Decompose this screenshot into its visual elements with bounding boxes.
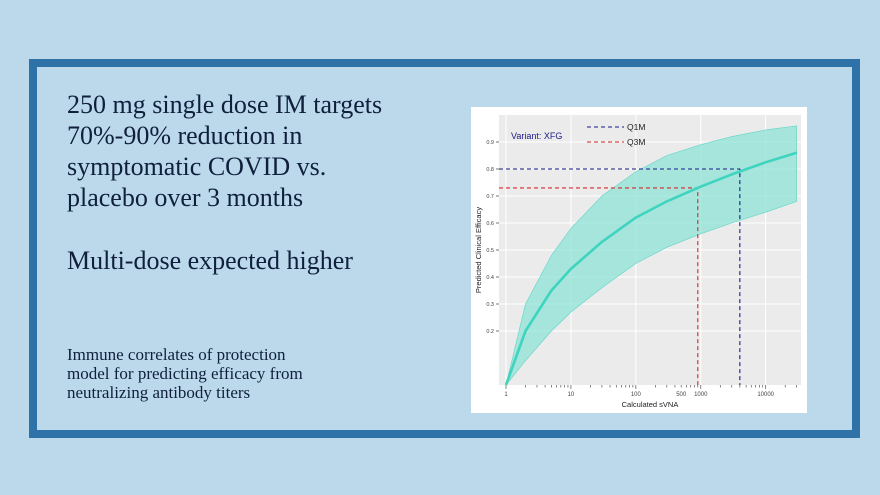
y-axis-label: Predicted Clinical Efficacy [474,207,483,293]
x-tick-label: 500 [676,392,687,398]
y-tick-label: 0.9 [486,140,494,146]
legend-label-q1m: Q1M [627,122,645,132]
headline: 250 mg single dose IM targets 70%-90% re… [67,89,457,213]
headline-line: symptomatic COVID vs. [67,152,327,181]
reference-line-q1m [499,168,741,385]
y-tick-label: 0.7 [486,194,494,200]
confidence-band [505,125,797,386]
y-tick-label: 0.4 [486,275,494,281]
x-tick-label: 100 [631,392,642,398]
subhead: Multi-dose expected higher [67,246,353,275]
y-tick-label: 0.6 [486,221,494,227]
headline-line: 250 mg single dose IM targets [67,90,383,119]
efficacy-curve [504,151,798,386]
y-tick-label: 0.3 [486,302,494,308]
caption-line: neutralizing antibody titers [67,383,251,402]
efficacy-chart: 0.2 0.3 0.4 0.5 0.6 0.7 0.8 0.9 1 10 100 500 1000 100… [474,115,801,409]
legend-label-q3m: Q3M [627,137,645,147]
y-tick-label: 0.5 [486,248,494,254]
headline-line: 70%-90% reduction in [67,121,303,150]
x-tick-label: 10 [568,392,575,398]
x-tick-label: 1000 [694,392,708,398]
x-tick-label: 1 [504,392,508,398]
efficacy-chart-card: 0.2 0.3 0.4 0.5 0.6 0.7 0.8 0.9 1 10 100 500 1000 100… [471,107,807,413]
y-tick-label: 0.2 [486,329,494,335]
caption-line: Immune correlates of protection [67,345,286,364]
x-axis-label: Calculated sVNA [622,400,679,409]
x-tick-label: 10000 [757,392,774,398]
caption-line: model for predicting efficacy from [67,364,303,383]
variant-annotation: Variant: XFG [511,131,562,141]
slide-frame: 250 mg single dose IM targets 70%-90% re… [29,59,860,438]
caption: Immune correlates of protection model fo… [67,345,397,402]
headline-line: placebo over 3 months [67,183,304,212]
y-tick-label: 0.8 [486,167,494,173]
